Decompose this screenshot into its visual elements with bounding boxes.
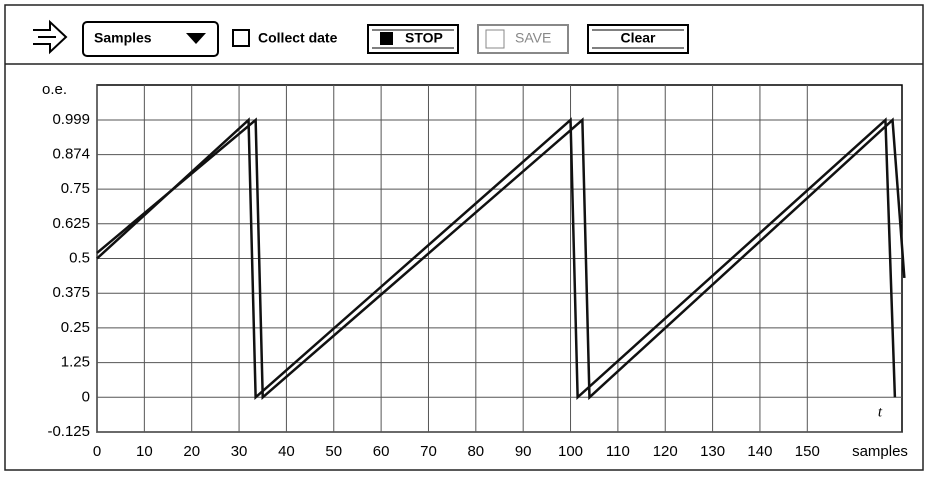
y-tick-label: 0.375 xyxy=(52,284,90,301)
x-tick-label: 90 xyxy=(515,443,532,460)
x-tick-label: 130 xyxy=(700,443,725,460)
y-tick-label: 0.874 xyxy=(52,146,90,163)
y-tick-label: 0.75 xyxy=(61,180,90,197)
button-label: SAVE xyxy=(515,30,551,46)
x-tick-label: 70 xyxy=(420,443,437,460)
save-button[interactable]: SAVE xyxy=(477,24,569,54)
y-tick-label: 0.625 xyxy=(52,215,90,232)
x-tick-label: 110 xyxy=(606,443,630,460)
y-tick-label: 0 xyxy=(82,388,90,405)
y-axis-label: o.e. xyxy=(42,81,67,98)
stop-button[interactable]: STOP xyxy=(367,24,459,54)
x-tick-label: 40 xyxy=(278,443,295,460)
dropdown-label: Samples xyxy=(94,30,152,46)
x-tick-label: 20 xyxy=(183,443,200,460)
x-tick-label: 10 xyxy=(136,443,153,460)
y-tick-label: 0.5 xyxy=(69,249,90,266)
data-line xyxy=(96,117,906,401)
window-frame xyxy=(4,4,924,471)
x-tick-label: 100 xyxy=(558,443,583,460)
annotation: t xyxy=(878,404,883,420)
y-tick-label: 1.25 xyxy=(61,354,90,371)
checkbox-label: Collect date xyxy=(258,30,338,46)
x-tick-label: 0 xyxy=(93,443,101,460)
data-line xyxy=(96,117,897,401)
y-tick-label: 0.25 xyxy=(61,319,90,336)
x-tick-label: 120 xyxy=(653,443,678,460)
dropdown[interactable] xyxy=(82,21,219,57)
toolbar: Samples Collect date STOP SAVE Clear xyxy=(33,19,689,57)
clear-button[interactable]: Clear xyxy=(587,24,689,54)
back-arrow[interactable] xyxy=(33,19,68,55)
y-tick-label: -0.125 xyxy=(47,423,90,440)
x-axis-label: samples xyxy=(852,443,908,460)
x-tick-label: 60 xyxy=(373,443,390,460)
checkbox[interactable] xyxy=(232,29,250,47)
x-tick-label: 50 xyxy=(325,443,342,460)
x-tick-label: 140 xyxy=(747,443,772,460)
x-tick-label: 80 xyxy=(467,443,484,460)
y-tick-label: 0.999 xyxy=(52,111,90,128)
x-tick-label: 150 xyxy=(795,443,820,460)
button-label: Clear xyxy=(620,30,656,46)
button-label: STOP xyxy=(405,30,443,46)
x-tick-label: 30 xyxy=(231,443,248,460)
dropdown-arrow xyxy=(186,33,206,44)
